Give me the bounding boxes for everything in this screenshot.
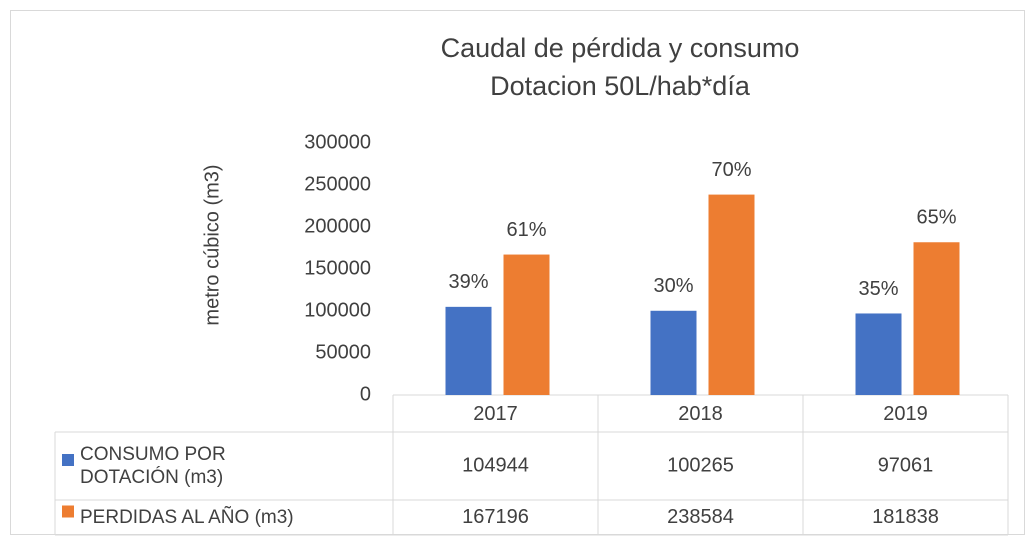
legend-swatch <box>62 505 74 518</box>
x-tick-label: 2017 <box>473 403 518 425</box>
chart-title: Caudal de pérdida y consumo <box>441 33 800 63</box>
x-tick-label: 2019 <box>883 403 928 425</box>
y-tick-label: 100000 <box>304 299 371 321</box>
y-axis-label: metro cúbico (m3) <box>201 164 223 325</box>
y-tick-label: 200000 <box>304 215 371 237</box>
y-tick-label: 300000 <box>304 131 371 153</box>
chart-subtitle: Dotacion 50L/hab*día <box>490 71 751 101</box>
y-tick-label: 250000 <box>304 173 371 195</box>
bar <box>503 254 550 395</box>
table-cell: 238584 <box>667 506 734 528</box>
legend-label: CONSUMO POR DOTACIÓN (m3) <box>80 444 226 488</box>
legend-label: PERDIDAS AL AÑO (m3) <box>80 507 294 528</box>
legend-label-box: PERDIDAS AL AÑO (m3) <box>80 507 294 528</box>
bar <box>650 310 697 395</box>
bar-percent-label: 65% <box>916 207 956 229</box>
bar <box>913 242 960 395</box>
table-cell: 181838 <box>872 506 939 528</box>
legend-swatch <box>62 454 74 466</box>
x-tick-label: 2018 <box>678 403 723 425</box>
bar <box>445 306 492 395</box>
legend-label-box: CONSUMO POR DOTACIÓN (m3) <box>80 444 226 488</box>
y-tick-label: 150000 <box>304 257 371 279</box>
y-tick-label: 50000 <box>315 341 371 363</box>
bar-percent-label: 30% <box>653 275 693 297</box>
bar-percent-label: 35% <box>858 278 898 300</box>
bar <box>708 194 755 395</box>
bar-percent-label: 61% <box>506 219 546 241</box>
bar <box>855 313 902 395</box>
y-tick-label: 0 <box>360 383 371 405</box>
table-cell: 100265 <box>667 454 734 476</box>
bar-percent-label: 39% <box>448 271 488 293</box>
table-cell: 97061 <box>878 454 934 476</box>
table-cell: 167196 <box>462 506 529 528</box>
table-cell: 104944 <box>462 454 529 476</box>
bar-percent-label: 70% <box>711 159 751 181</box>
